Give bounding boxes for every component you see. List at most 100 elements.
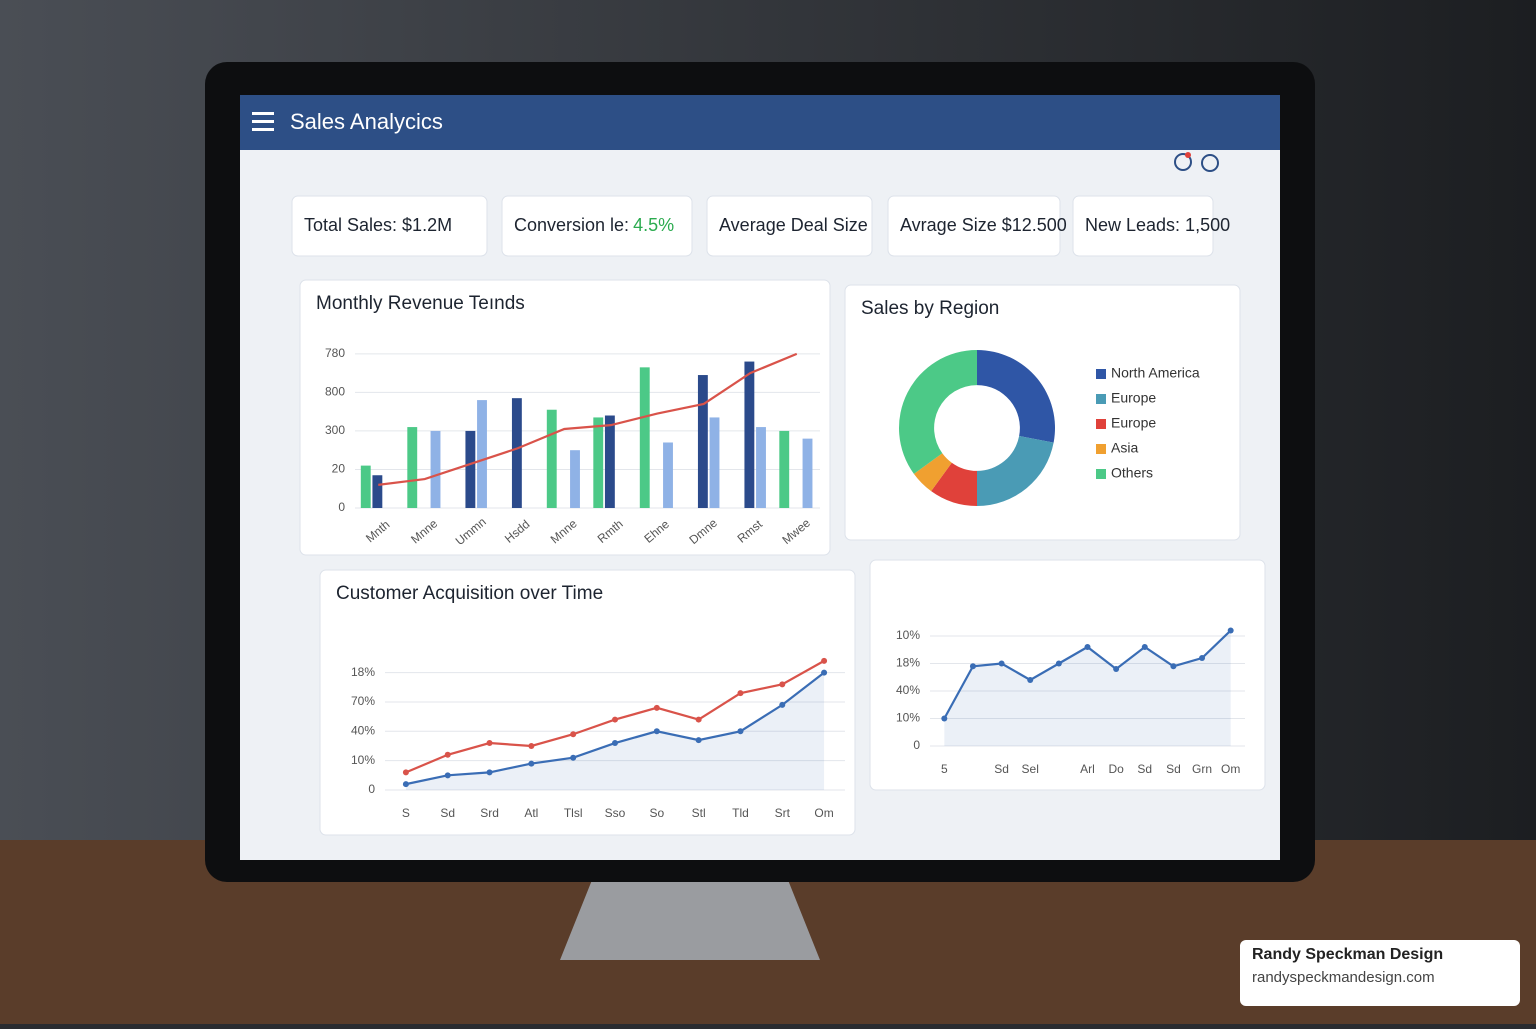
- menu-icon: [252, 112, 274, 131]
- x-tick-label: Om: [814, 806, 833, 820]
- notification-icon[interactable]: [1174, 153, 1192, 171]
- pie-slice: [977, 350, 1055, 443]
- x-tick-label: 5: [941, 762, 948, 776]
- point: [1084, 644, 1091, 650]
- y-tick-label: 0: [913, 738, 920, 752]
- y-tick-label: 10%: [896, 628, 920, 642]
- x-tick-label: Sd: [440, 806, 455, 820]
- x-tick-label: S: [402, 806, 410, 820]
- point: [1141, 644, 1148, 650]
- bar: [430, 430, 441, 508]
- x-tick-label: Do: [1108, 762, 1124, 776]
- point: [779, 681, 786, 688]
- pie-slice: [913, 453, 952, 492]
- chart-title: Monthly Revenue Teınds: [316, 293, 525, 314]
- bar: [546, 409, 557, 508]
- bar: [744, 361, 755, 508]
- point: [528, 760, 535, 767]
- point: [737, 690, 744, 697]
- legend-swatch: [1096, 444, 1106, 454]
- chart-title: Sales by Region: [861, 298, 999, 319]
- watermark-url: randyspeckmandesign.com: [1252, 969, 1435, 986]
- y-tick-label: 40%: [896, 683, 920, 697]
- bar: [639, 367, 650, 508]
- point: [653, 728, 660, 735]
- x-tick-label: Atl: [524, 806, 538, 820]
- point: [612, 740, 618, 747]
- y-tick-label: 10%: [351, 753, 375, 767]
- y-tick-label: 10%: [896, 711, 920, 725]
- kpi-label: Conversion le:: [514, 215, 629, 235]
- legend-swatch: [1096, 469, 1106, 479]
- bar: [372, 475, 383, 508]
- bar: [465, 430, 476, 508]
- point: [941, 715, 948, 722]
- point: [570, 754, 577, 761]
- legend-label: Asia: [1111, 440, 1138, 456]
- legend-swatch: [1096, 394, 1106, 404]
- x-tick-label: Arl: [1080, 762, 1095, 776]
- card: [706, 195, 873, 257]
- point: [821, 669, 828, 676]
- legend-swatch: [1096, 369, 1106, 379]
- point: [1113, 666, 1120, 672]
- point: [779, 701, 786, 708]
- bar: [779, 430, 790, 508]
- pie-slice: [931, 462, 977, 506]
- area: [944, 630, 1231, 746]
- legend-swatch: [1096, 419, 1106, 429]
- monitor-stand: [560, 860, 820, 960]
- kpi-text: Total Sales: $1.2M: [304, 215, 452, 235]
- x-tick-label: Grn: [1192, 762, 1212, 776]
- bar: [697, 375, 708, 508]
- bar: [360, 465, 371, 508]
- y-tick-label: 0: [338, 500, 345, 514]
- x-tick-label: Om: [1221, 762, 1240, 776]
- profile-icon[interactable]: [1201, 154, 1219, 172]
- x-tick-label: Srt: [775, 806, 791, 820]
- x-tick-label: Stl: [692, 806, 706, 820]
- point: [486, 740, 493, 747]
- x-tick-label: Srd: [480, 806, 499, 820]
- card: [1072, 195, 1214, 257]
- y-tick-label: 300: [325, 423, 345, 437]
- point: [444, 751, 451, 758]
- point: [528, 742, 535, 749]
- point: [737, 728, 744, 735]
- point: [402, 769, 409, 776]
- point: [1227, 627, 1234, 634]
- bar: [477, 400, 487, 508]
- line: [378, 352, 798, 486]
- bar: [593, 417, 604, 508]
- kpi-text: New Leads: 1,500: [1085, 215, 1230, 235]
- y-tick-label: 40%: [351, 723, 375, 737]
- y-tick-label: 0: [368, 782, 375, 796]
- point: [486, 769, 493, 776]
- kpi-label: New Leads: 1,500: [1085, 215, 1230, 235]
- bar: [802, 438, 813, 508]
- card: [291, 195, 488, 257]
- point: [1055, 660, 1062, 667]
- chart-title: Customer Acquisition over Time: [336, 583, 603, 604]
- y-tick-label: 70%: [351, 694, 375, 708]
- kpi-text: Conversion le: 4.5%: [514, 215, 674, 235]
- point: [821, 657, 828, 664]
- pie-slice: [899, 350, 977, 474]
- card: [887, 195, 1061, 257]
- x-tick-label: Sd: [1166, 762, 1181, 776]
- legend-label: North America: [1111, 365, 1200, 381]
- card: [869, 559, 1266, 791]
- point: [612, 716, 618, 723]
- legend-label: Europe: [1111, 415, 1156, 431]
- x-tick-label: So: [649, 806, 664, 820]
- legend-label: Others: [1111, 465, 1153, 481]
- area: [405, 672, 825, 790]
- x-tick-label: Sso: [605, 806, 626, 820]
- point: [402, 781, 409, 788]
- kpi-value: 4.5%: [633, 215, 674, 235]
- bar: [407, 427, 418, 508]
- point: [695, 737, 702, 744]
- bar: [756, 427, 766, 508]
- kpi-text: Average Deal Size: [719, 215, 868, 235]
- bar: [709, 417, 720, 508]
